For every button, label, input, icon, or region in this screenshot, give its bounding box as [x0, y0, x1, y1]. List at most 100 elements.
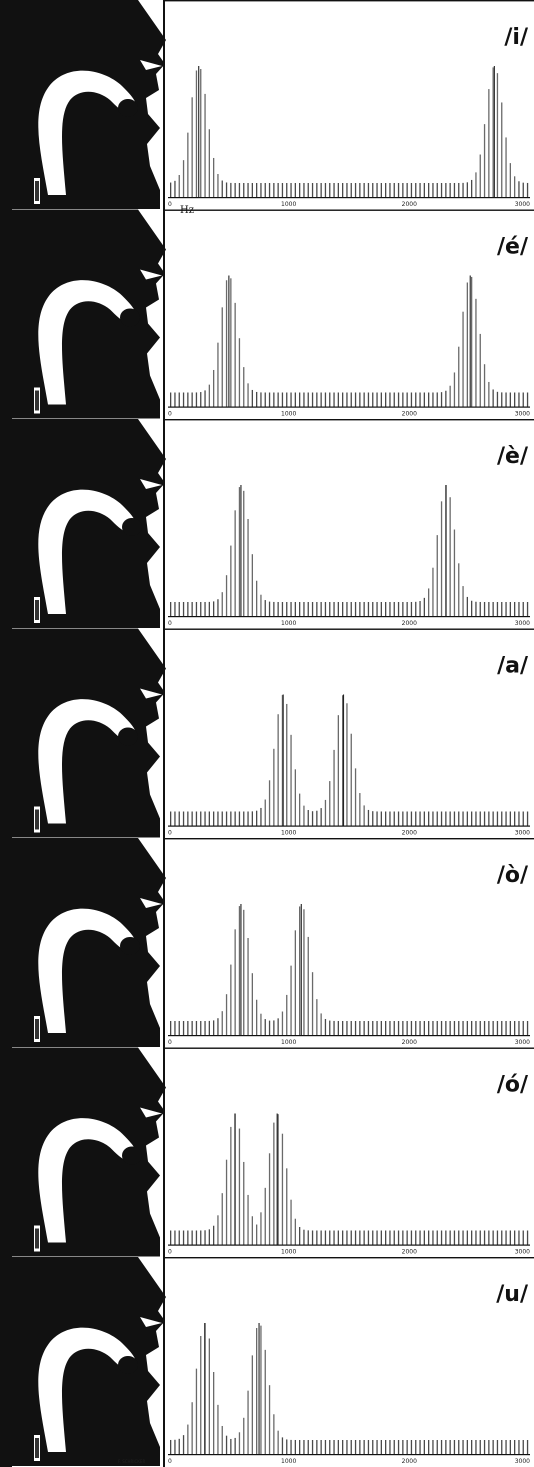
- spectrum-bar: [281, 1437, 284, 1454]
- spectrum-bar: [311, 602, 314, 616]
- spectrum-bar: [501, 392, 503, 407]
- spectrum-bar: [432, 1021, 434, 1035]
- spectrum-bar: [234, 302, 236, 407]
- spectrum-bar: [518, 181, 520, 197]
- spectrum-bar: [170, 392, 172, 407]
- spectrum-bar: [462, 1021, 464, 1035]
- spectrum-bar: [303, 909, 305, 1035]
- spectrum-bar: [299, 183, 301, 197]
- spectrum-bar: [286, 994, 288, 1035]
- spectrum-bar: [406, 1440, 408, 1454]
- spectrum-bar: [230, 278, 232, 407]
- spectrum-bar: [372, 183, 374, 197]
- spectrum-bar: [363, 1230, 365, 1245]
- spectrum-bar: [324, 1230, 327, 1245]
- x-tick-label: 0: [168, 830, 172, 837]
- spectrum-bar: [363, 602, 365, 616]
- spectrum-bar: [170, 182, 172, 197]
- spectrum-bar: [170, 811, 172, 826]
- spectrum-bar: [234, 510, 236, 616]
- spectrum-bar: [286, 392, 288, 407]
- spectrum-bar: [449, 497, 451, 616]
- spectrum-bar: [350, 602, 352, 616]
- spectrum-bar: [522, 811, 524, 826]
- spectrum-bar: [247, 383, 249, 407]
- spectrum-bar: [406, 811, 408, 826]
- spectrum-bar: [445, 390, 447, 407]
- spectrum-bar: [337, 715, 339, 826]
- spectrum-bar: [303, 1229, 305, 1245]
- spectrum-bar: [501, 1440, 503, 1454]
- spectrum-bar: [286, 1439, 288, 1454]
- spectrum-bar: [389, 1230, 391, 1245]
- spectrum-bar: [397, 1440, 400, 1454]
- spectrum-bar: [182, 160, 185, 197]
- spectrum-bar: [281, 602, 284, 616]
- spectrum-bar: [260, 1212, 262, 1245]
- spectrum-bar: [187, 1021, 189, 1035]
- spectrum-bar: [471, 1021, 473, 1035]
- spectrum-bar: [354, 768, 357, 826]
- spectrum-bar: [389, 392, 391, 407]
- spectrum-bar: [492, 389, 494, 407]
- spectrum-bar: [243, 811, 245, 826]
- spectrum-bar: [466, 182, 468, 197]
- spectrum-bar: [195, 811, 198, 826]
- spectrum-bar: [440, 183, 443, 197]
- spectrum-bar: [251, 1355, 253, 1454]
- spectrum-bar: [299, 602, 301, 616]
- spectrum-bar: [372, 392, 374, 407]
- spectrum-bar: [316, 999, 318, 1035]
- formant-peak-line: [204, 1323, 206, 1454]
- spectrum-bar: [354, 1440, 357, 1454]
- spectrum-bar: [307, 1440, 309, 1454]
- spectrum-bar: [483, 1021, 486, 1035]
- spectrum-bar: [393, 811, 395, 826]
- spectrum-bar: [350, 392, 352, 407]
- spectrum-bar: [342, 695, 344, 826]
- spectrum-bar: [213, 1225, 215, 1245]
- spectrum-bar: [213, 601, 215, 616]
- formant-peak-line: [493, 66, 495, 197]
- x-tick-label: 1000: [281, 620, 296, 627]
- spectrum-bar: [221, 180, 223, 197]
- spectrum-bar: [410, 1021, 413, 1035]
- spectrum-bar: [389, 811, 391, 826]
- vowel-label: /è/: [497, 444, 529, 469]
- spectrum-bar: [397, 811, 400, 826]
- spectrum-bar: [204, 601, 206, 616]
- spectrum-bar: [256, 391, 258, 407]
- spectrum-bar: [402, 392, 404, 407]
- spectrum-bar: [307, 183, 309, 197]
- spectrum-bar: [376, 1230, 378, 1245]
- spectrum-bar: [182, 811, 185, 826]
- formant-peak-line: [240, 904, 242, 1035]
- spectrum-bar: [406, 1021, 408, 1035]
- spectrum-bar: [367, 1440, 370, 1454]
- spectrum-bar: [277, 1018, 279, 1035]
- spectrum-bar: [256, 810, 258, 826]
- spectrum-bar: [264, 1187, 266, 1245]
- spectrum-bar: [247, 183, 249, 197]
- spectrum-bar: [423, 183, 425, 197]
- spectrum-bar: [230, 545, 232, 616]
- spectrum-bar: [514, 1021, 516, 1035]
- vowel-panel: 0 1000 2000 3000/è/: [10, 419, 534, 628]
- spectrum-bar: [208, 1020, 210, 1035]
- vowel-panel: 0 1000 2000 3000/u/F. SCHRICKER: [10, 1257, 534, 1466]
- spectrum-bar: [178, 602, 180, 616]
- spectrum-bar: [324, 392, 327, 407]
- spectrum-bar: [225, 575, 228, 616]
- spectrum-bar: [514, 602, 516, 616]
- spectrum-bar: [376, 1021, 378, 1035]
- spectrum-bar: [410, 601, 413, 616]
- spectrum-bar: [466, 596, 468, 616]
- spectrum-bar: [501, 602, 503, 616]
- vowel-label: /a/: [497, 654, 529, 679]
- spectrum-bar: [419, 1440, 421, 1454]
- spectrum-bar: [251, 554, 253, 616]
- spectrum-bar: [363, 392, 365, 407]
- spectrum-bar: [522, 1021, 524, 1035]
- x-axis: [168, 825, 530, 827]
- spectrum-bar: [174, 1021, 176, 1035]
